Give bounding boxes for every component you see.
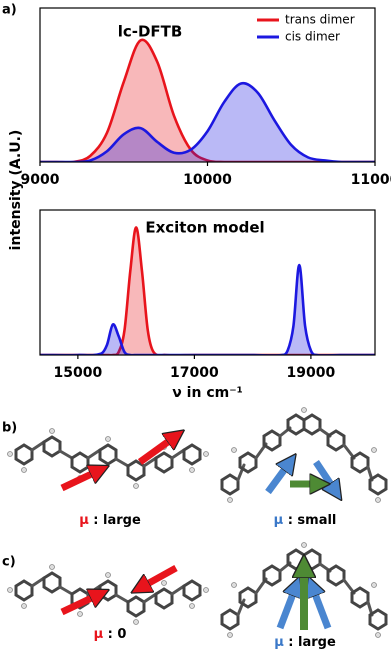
molecule bbox=[6, 563, 210, 626]
plot-area bbox=[40, 38, 375, 162]
caption-symbol: μ bbox=[274, 635, 284, 650]
x-tick-label: 11000 bbox=[351, 172, 391, 188]
molecule bbox=[6, 427, 210, 490]
legend-label: cis dimer bbox=[285, 30, 340, 44]
line bbox=[40, 263, 375, 355]
dipole-arrow bbox=[60, 594, 100, 616]
dipole-arrow bbox=[137, 436, 176, 465]
plot-area bbox=[40, 226, 375, 355]
dipole-arrow bbox=[265, 462, 290, 495]
chart-title: Exciton model bbox=[145, 219, 264, 237]
x-tick-label: 17000 bbox=[170, 365, 219, 381]
line bbox=[40, 38, 375, 162]
x-tick-label: 10000 bbox=[183, 172, 232, 188]
caption: μ : small bbox=[274, 513, 337, 528]
dipole-arrow bbox=[312, 586, 332, 630]
caption-text: : small bbox=[283, 513, 336, 528]
x-tick-label: 15000 bbox=[54, 365, 103, 381]
caption-text: : large bbox=[89, 513, 141, 528]
caption: μ : 0 bbox=[94, 627, 127, 642]
molecule bbox=[220, 406, 388, 504]
y-axis-label: intensity (A.U.) bbox=[8, 130, 24, 251]
dipole-arrow bbox=[276, 586, 296, 630]
panel-label: b) bbox=[2, 421, 17, 436]
area bbox=[40, 39, 375, 162]
caption-symbol: μ bbox=[79, 513, 89, 528]
panel-label: c) bbox=[2, 555, 16, 570]
caption-symbol: μ bbox=[94, 627, 104, 642]
x-axis-label: ν in cm⁻¹ bbox=[172, 385, 242, 401]
dipole-arrow bbox=[140, 564, 178, 588]
dipole-arrow bbox=[60, 470, 100, 492]
area bbox=[40, 265, 375, 355]
area bbox=[40, 227, 375, 355]
x-tick-label: 9000 bbox=[21, 172, 60, 188]
caption: μ : large bbox=[79, 513, 141, 528]
line bbox=[40, 81, 375, 162]
chart-title: lc-DFTB bbox=[118, 23, 183, 41]
caption-text: : 0 bbox=[103, 627, 126, 642]
line bbox=[40, 226, 375, 355]
x-tick-label: 19000 bbox=[287, 365, 336, 381]
panel-label: a) bbox=[2, 3, 17, 18]
caption-text: : large bbox=[284, 635, 336, 650]
caption: μ : large bbox=[274, 635, 336, 650]
plot-frame bbox=[39, 209, 376, 356]
legend-label: trans dimer bbox=[285, 13, 355, 27]
area bbox=[40, 83, 375, 162]
caption-symbol: μ bbox=[274, 513, 284, 528]
